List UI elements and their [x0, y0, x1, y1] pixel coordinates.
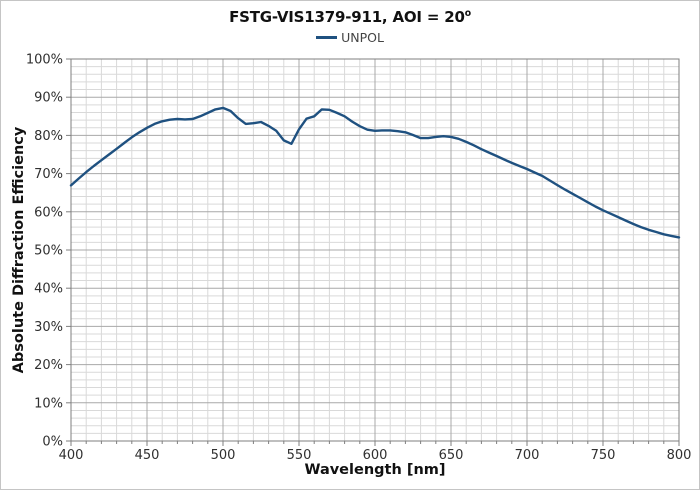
- y-tick-label: 10%: [34, 396, 63, 411]
- y-tick-label: 100%: [26, 53, 63, 68]
- x-tick-label: 400: [59, 448, 84, 463]
- chart-title-text: FSTG-VIS1379-911, AOI = 20: [229, 8, 465, 26]
- x-tick-label: 700: [515, 448, 540, 463]
- x-tick-label: 450: [135, 448, 160, 463]
- legend-line-swatch: [316, 36, 338, 39]
- y-tick-label: 60%: [34, 205, 63, 220]
- x-tick-label: 750: [591, 448, 616, 463]
- y-tick-label: 70%: [34, 167, 63, 182]
- legend: UNPOL: [1, 30, 699, 45]
- chart-title-degree: o: [464, 8, 471, 19]
- y-tick-label: 0%: [42, 435, 63, 450]
- legend-label: UNPOL: [341, 30, 384, 45]
- x-tick-label: 550: [287, 448, 312, 463]
- chart-title: FSTG-VIS1379-911, AOI = 20o: [1, 8, 699, 26]
- y-tick-label: 80%: [34, 129, 63, 144]
- x-tick-label: 600: [363, 448, 388, 463]
- x-tick-label: 650: [439, 448, 464, 463]
- y-tick-label: 20%: [34, 358, 63, 373]
- y-tick-label: 40%: [34, 282, 63, 297]
- y-tick-label: 90%: [34, 91, 63, 106]
- x-tick-label: 500: [211, 448, 236, 463]
- series-line-unpol: [69, 106, 681, 239]
- y-tick-label: 30%: [34, 320, 63, 335]
- x-tick-label: 800: [667, 448, 692, 463]
- y-tick-label: 50%: [34, 244, 63, 259]
- x-axis-title: Wavelength [nm]: [304, 462, 446, 478]
